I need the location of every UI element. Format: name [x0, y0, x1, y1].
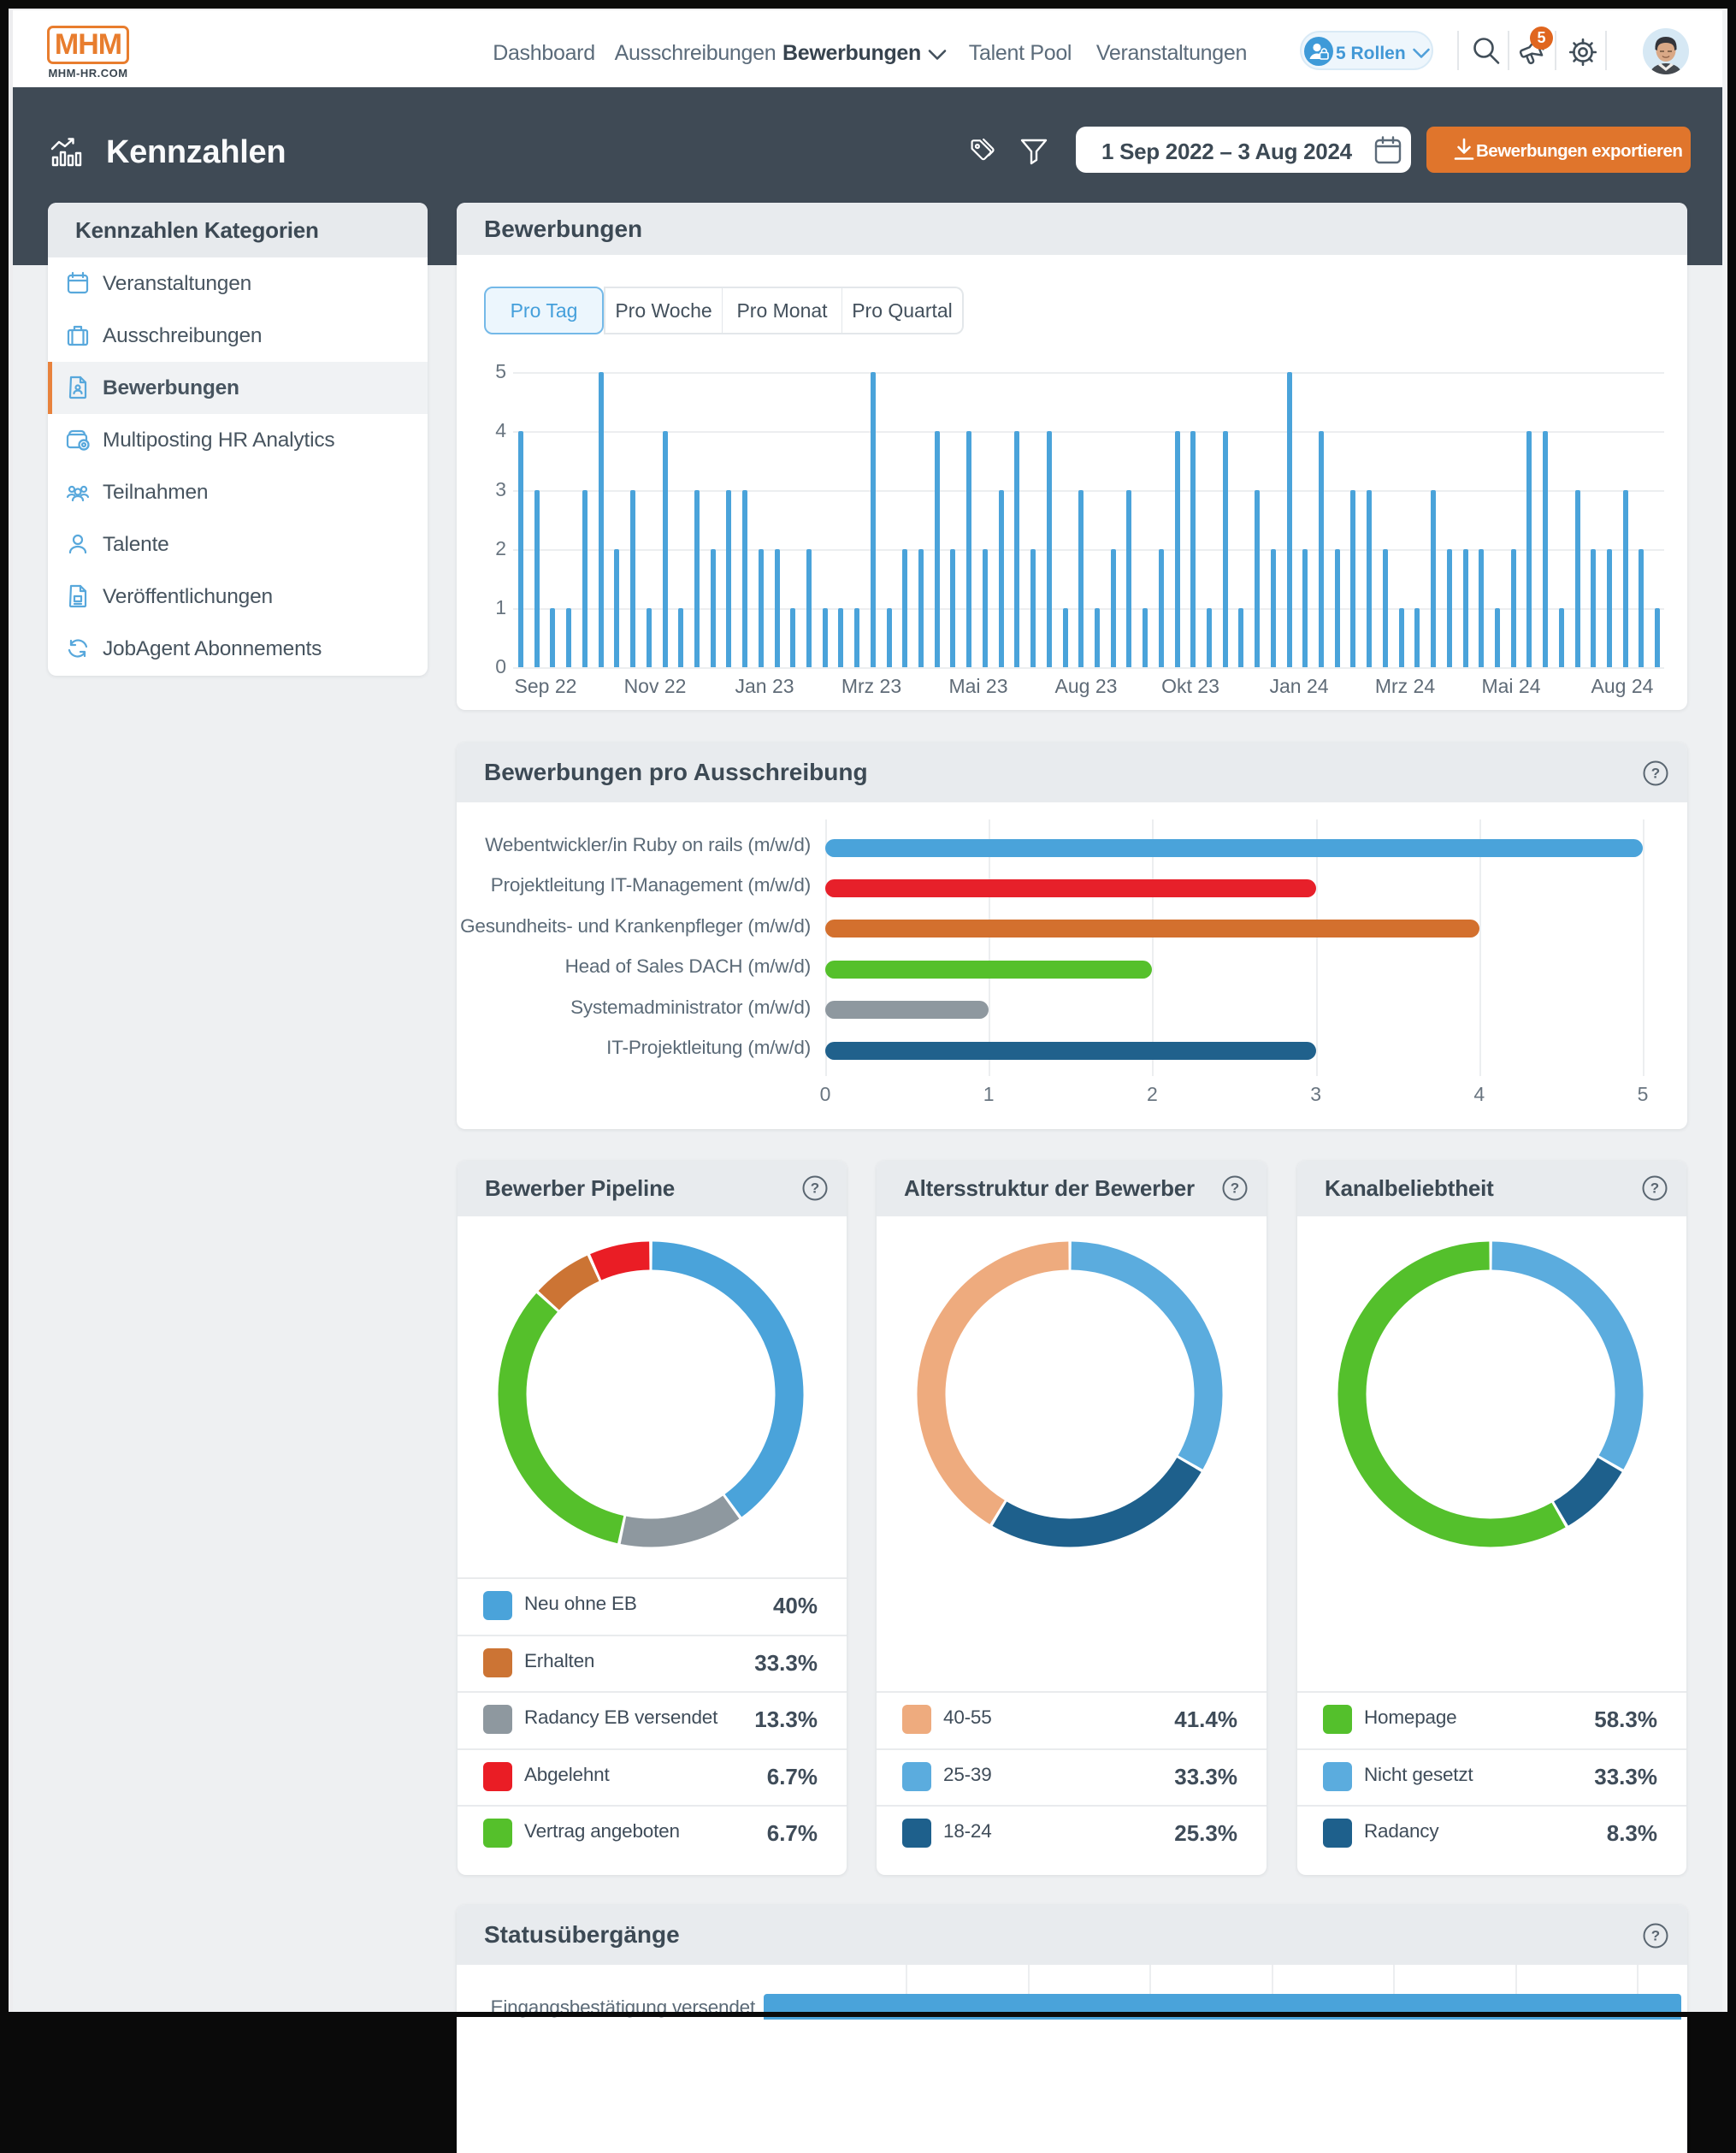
svg-text:?: ?: [1651, 766, 1660, 782]
svg-text:?: ?: [1651, 1928, 1660, 1944]
svg-text:?: ?: [1650, 1180, 1659, 1197]
svg-text:?: ?: [1231, 1180, 1239, 1197]
svg-text:?: ?: [811, 1180, 819, 1197]
